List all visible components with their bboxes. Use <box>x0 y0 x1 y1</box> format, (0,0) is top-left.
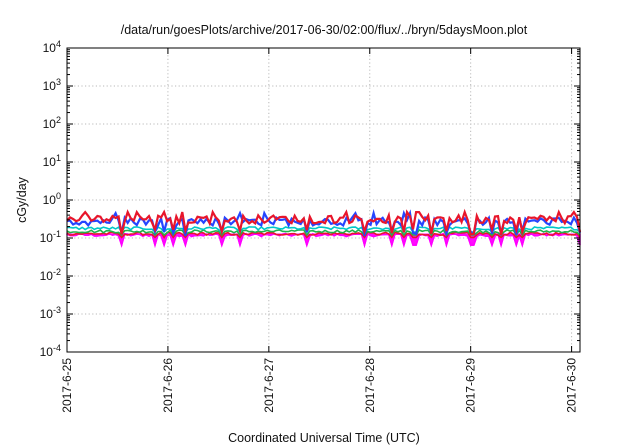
x-tick-label: 2017-6-29 <box>464 358 478 413</box>
plot-series <box>66 208 582 249</box>
y-tick-label: 10-3 <box>40 305 61 321</box>
x-tick-label: 2017-6-27 <box>262 358 276 413</box>
grid <box>67 48 580 352</box>
y-tick-label: 100 <box>43 191 61 207</box>
y-tick-label: 10-2 <box>40 267 61 283</box>
series-line <box>66 232 581 249</box>
y-axis-label: cGy/day <box>15 176 29 223</box>
x-tick-label: 2017-6-28 <box>363 358 377 413</box>
axes-ticks: 10-4 10-3 10-2 10-1 100 101 102 103 104 2017-6-25… <box>40 39 580 413</box>
x-axis-label: Coordinated Universal Time (UTC) <box>228 431 420 445</box>
series-line <box>66 231 581 239</box>
y-tick-label: 101 <box>43 153 61 169</box>
series-line <box>66 228 581 237</box>
x-tick-label: 2017-6-26 <box>161 358 175 413</box>
y-tick-label: 10-1 <box>40 229 61 245</box>
series-line <box>67 225 581 234</box>
chart-title: /data/run/goesPlots/archive/2017-06-30/0… <box>121 23 528 37</box>
y-tick-label: 103 <box>43 77 61 93</box>
series-line <box>66 208 582 237</box>
x-tick-label: 2017-6-25 <box>60 358 74 413</box>
y-tick-label: 10-4 <box>40 343 61 359</box>
x-tick-label: 2017-6-30 <box>565 358 579 413</box>
y-tick-label: 102 <box>43 115 61 131</box>
y-tick-label: 104 <box>43 39 61 55</box>
